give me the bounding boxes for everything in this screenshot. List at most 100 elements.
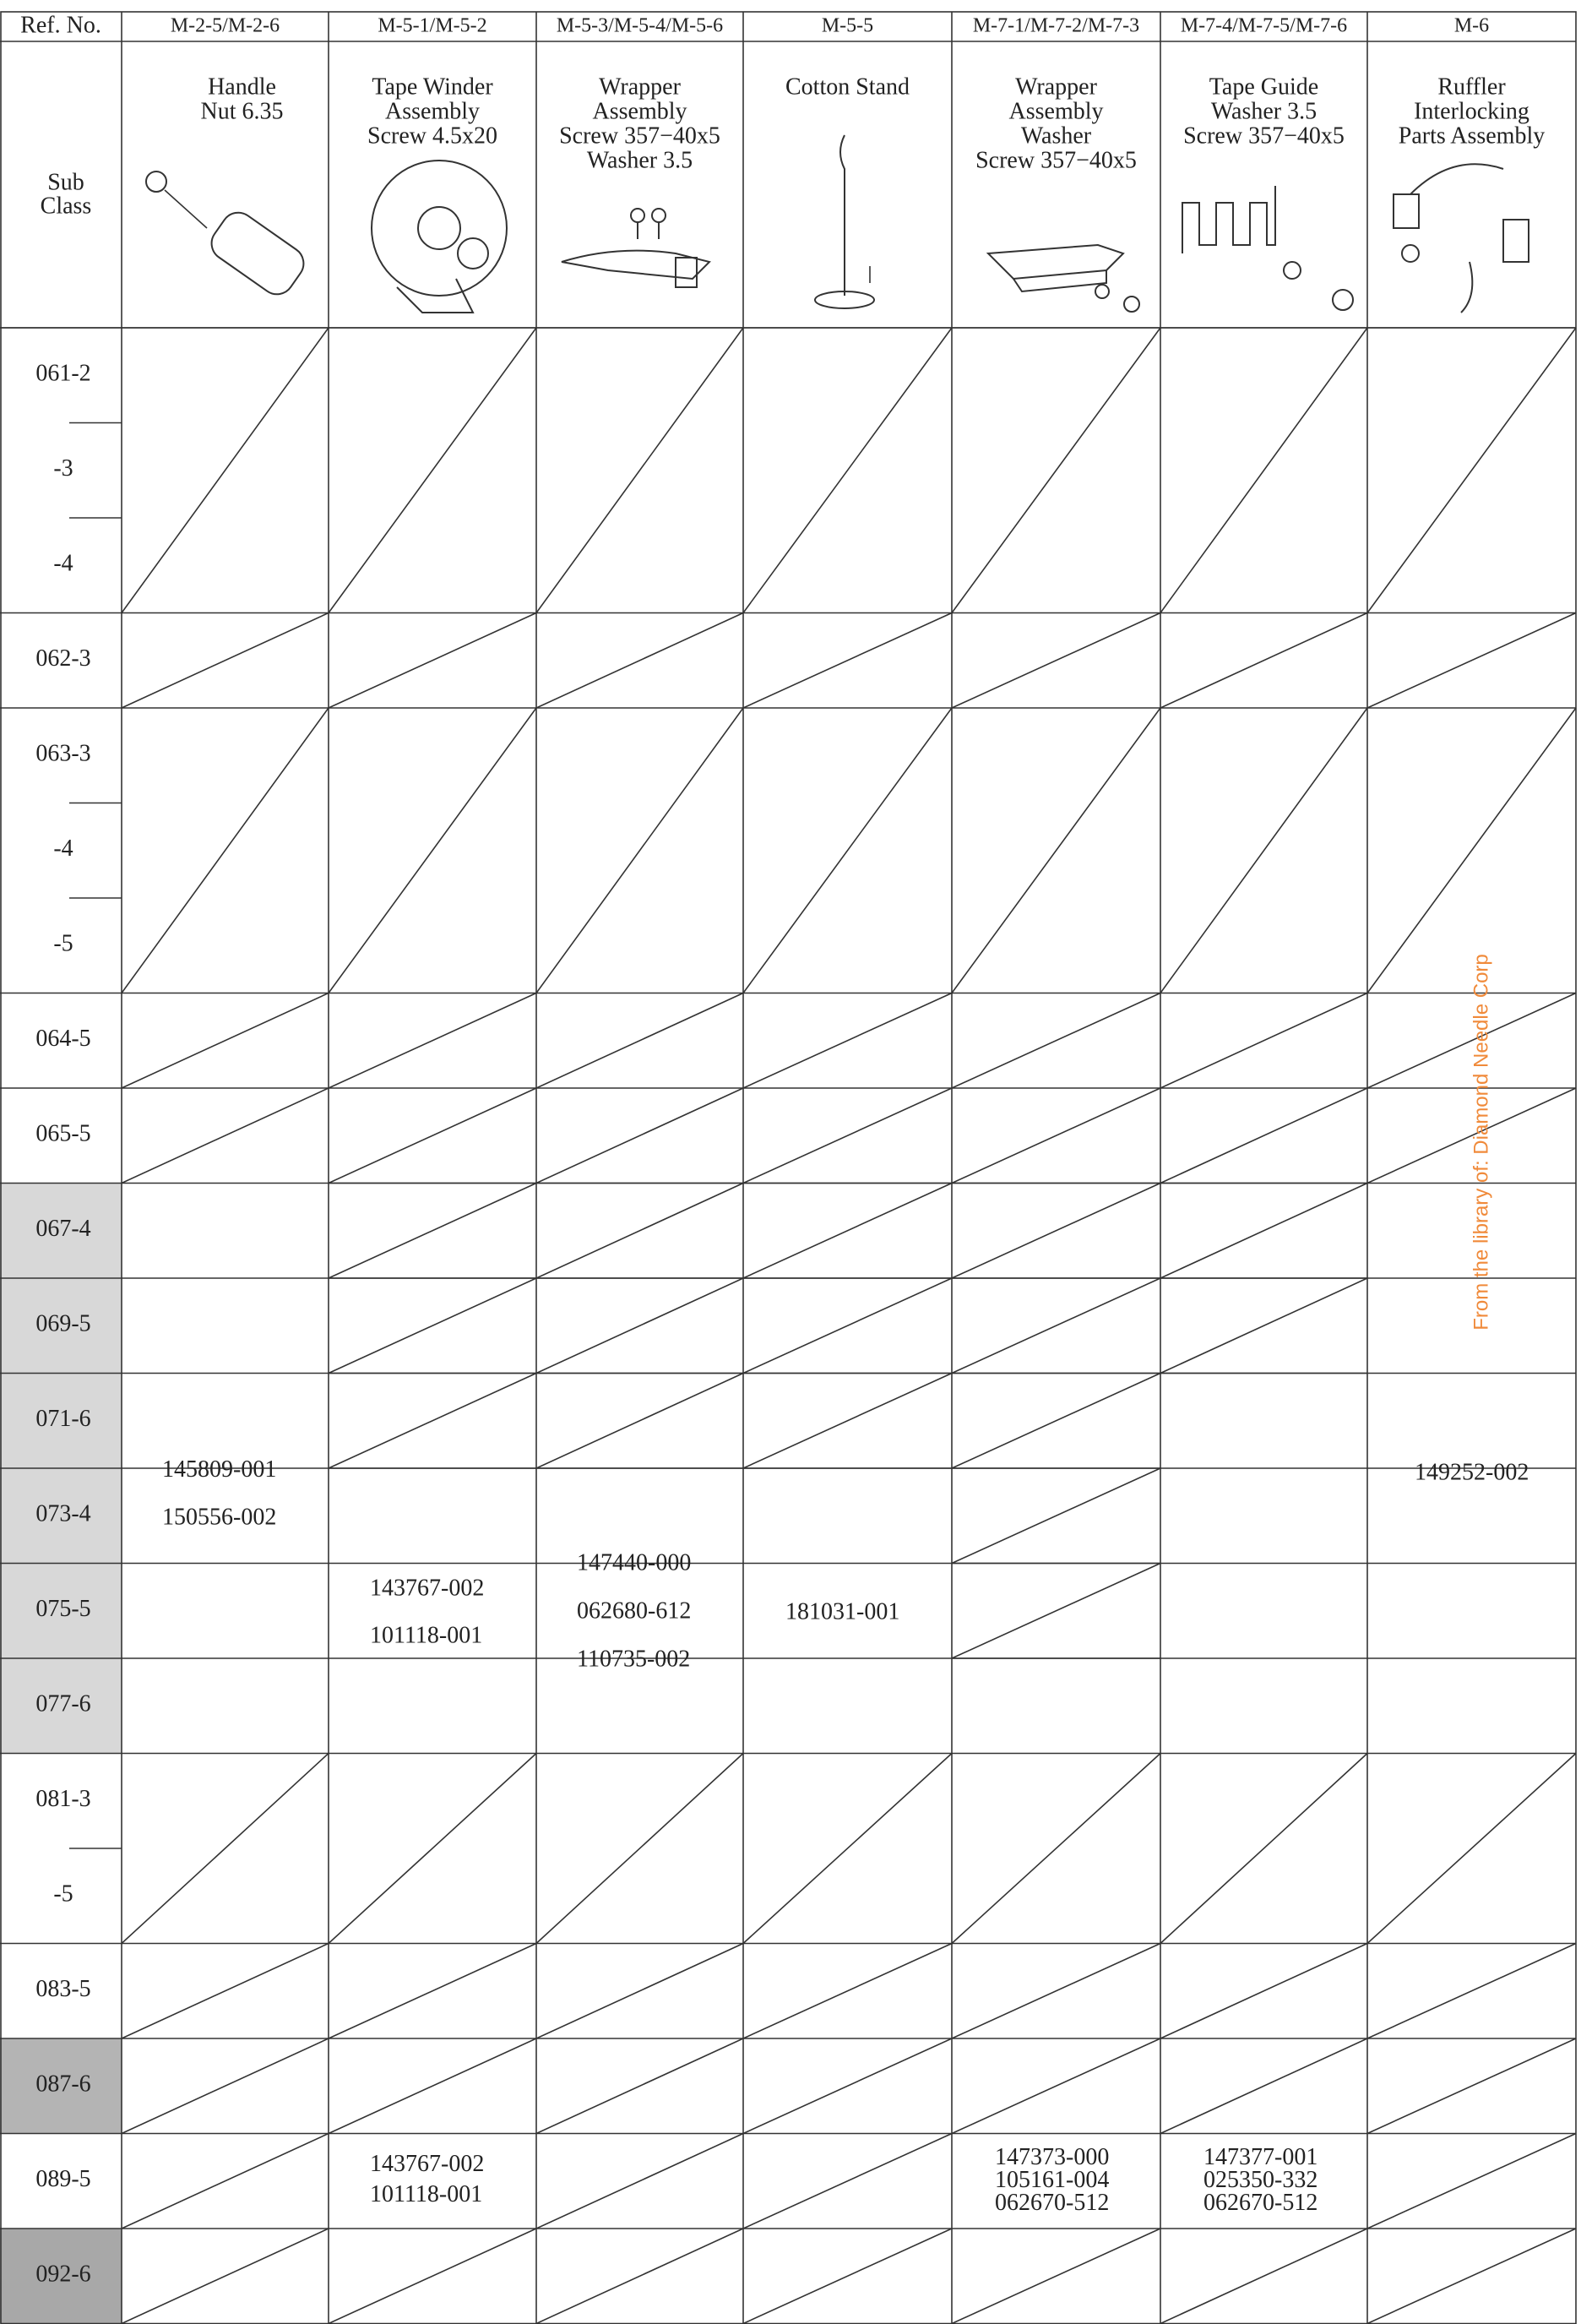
cell-diagonal [535,1277,744,1374]
part-number: 181031-001 [785,1599,899,1625]
cell-diagonal [951,1467,1161,1565]
part-number: 025350-332 [1203,2167,1318,2193]
column-ref: M-7-1/M-7-2/M-7-3 [973,15,1139,37]
cell-diagonal [535,2132,744,2229]
row-label: 064-5 [35,1026,90,1052]
part-number: 143767-002 [370,1575,484,1601]
cell-diagonal [951,1087,1161,1184]
column-name: Parts Assembly [1399,122,1545,149]
cell-diagonal [328,2228,537,2324]
row-label: 077-6 [35,1691,90,1717]
column-ref: M-6 [1454,15,1489,37]
part-number: 147440-000 [577,1550,691,1576]
cell-diagonal [1160,1752,1368,1945]
cell-diagonal [1366,1087,1577,1184]
part-number: 062670-512 [1203,2190,1318,2216]
cell-diagonal [121,1752,329,1945]
cell-diagonal [951,2228,1161,2324]
cell-diagonal [328,1752,537,1945]
cell-diagonal [121,327,329,613]
cell-diagonal [121,707,329,993]
cell-diagonal [535,1372,744,1469]
ruffler-icon [1393,163,1529,313]
column-name: Screw 357−40x5 [975,147,1137,173]
cell-diagonal [328,1087,537,1184]
illustrations [145,134,1529,313]
cell-diagonal [742,1277,953,1374]
part-number: 110735-002 [577,1646,690,1673]
column-ref: M-5-5 [822,15,873,37]
cell-diagonal [535,707,744,993]
cell-diagonal [121,1942,329,2039]
cell-diagonal [1366,327,1577,613]
cell-diagonal [328,612,537,709]
ref-shade [0,1658,122,1754]
cell-diagonal [1160,327,1368,613]
cell-diagonal [535,992,744,1089]
column-name: Assembly [1009,98,1104,124]
cell-diagonal [121,2038,329,2135]
column-ref: M-5-1/M-5-2 [378,15,486,37]
cell-diagonal [535,1942,744,2039]
part-number: 150556-002 [162,1504,276,1530]
row-label: 063-3 [35,741,90,767]
cell-diagonal [1366,2132,1577,2229]
cell-diagonal [1160,2228,1368,2324]
wrapper-icon [561,208,711,288]
cell-diagonal [328,327,537,613]
column-name: Nut 6.35 [201,98,284,124]
row-label: 073-4 [35,1501,90,1527]
part-number: 062680-612 [577,1598,691,1625]
row-label: -4 [53,835,73,862]
cell-diagonal [1160,1942,1368,2039]
cell-diagonal [742,992,953,1089]
column-name: Handle [208,73,276,100]
cell-diagonal [742,612,953,709]
cell-diagonal [328,2038,537,2135]
cell-diagonal [742,2228,953,2324]
cell-diagonal [328,1372,537,1469]
cell-diagonal [1366,2038,1577,2135]
cell-diagonal [535,612,744,709]
row-label: -5 [53,931,73,957]
ref-shade [0,2229,122,2324]
column-ref: M-2-5/M-2-6 [171,15,280,37]
wrapper-washer-icon [986,243,1140,313]
row-label: -4 [53,551,73,577]
cell-diagonal [951,1752,1161,1945]
column-name: Wrapper [1015,73,1097,100]
row-label: 067-4 [35,1216,90,1242]
row-label: 087-6 [35,2071,90,2098]
cell-diagonal [742,1182,953,1279]
cell-diagonal [951,612,1161,709]
cell-diagonal [121,992,329,1089]
cell-diagonal [328,1277,537,1374]
part-number: 101118-001 [370,2181,482,2207]
cell-diagonal [1160,707,1368,993]
cell-diagonal [1366,612,1577,709]
sub-class-header: Class [41,193,92,219]
cell-diagonal [742,327,953,613]
column-name: Assembly [593,98,687,124]
cell-diagonal [1366,1752,1577,1945]
cell-diagonal [1366,992,1577,1089]
column-name: Washer 3.5 [1211,98,1317,124]
cell-diagonal [1160,1277,1368,1374]
cell-diagonal [742,1752,953,1945]
ref-shade [0,1468,122,1564]
column-name: Screw 4.5x20 [367,122,497,149]
cell-diagonal [742,2132,953,2229]
cell-diagonal [121,612,329,709]
cell-diagonal [328,992,537,1089]
row-label: 083-5 [35,1976,90,2002]
cell-diagonal [328,707,537,993]
cell-diagonal [742,1087,953,1184]
row-label: 061-2 [35,361,90,387]
ref-shade [0,1563,122,1658]
cell-diagonal [1160,992,1368,1089]
cell-diagonal [535,1182,744,1279]
column-name: Wrapper [599,73,681,100]
cell-diagonal [328,1942,537,2039]
ref-no-header: Ref. No. [20,12,101,38]
